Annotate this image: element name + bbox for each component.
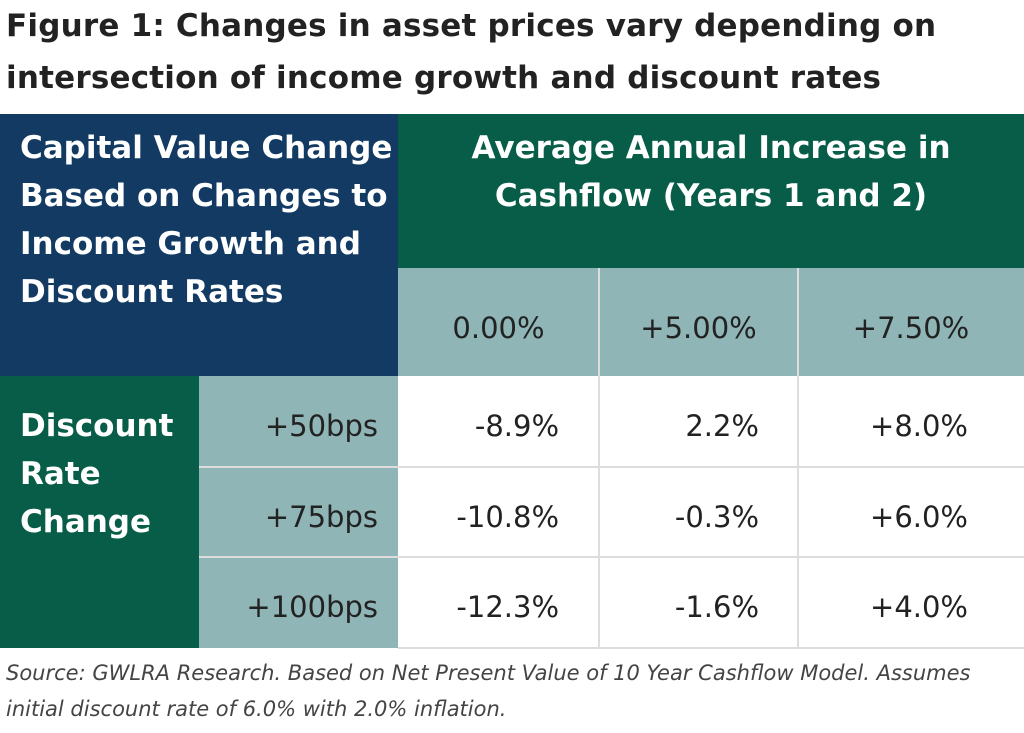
- table-bottom-border: [398, 647, 1024, 649]
- figure-title: Figure 1: Changes in asset prices vary d…: [6, 8, 937, 96]
- source-note: Source: GWLRA Research. Based on Net Pre…: [6, 661, 971, 721]
- column-divider: [797, 268, 799, 648]
- table-cell: -12.3%: [398, 557, 599, 648]
- column-header-0: 0.00%: [398, 268, 599, 376]
- table-cell: -8.9%: [398, 376, 599, 466]
- row-header-1: +75bps: [199, 466, 398, 557]
- corner-header: Capital Value Change Based on Changes to…: [0, 114, 398, 376]
- table-cell: +6.0%: [798, 466, 1024, 557]
- column-divider: [598, 268, 600, 648]
- row-divider: [199, 466, 1024, 468]
- row-header-0: +50bps: [199, 376, 398, 466]
- row-divider: [199, 556, 1024, 558]
- table-cell: -10.8%: [398, 466, 599, 557]
- column-header-2: +7.50%: [798, 268, 1024, 376]
- column-header-1: +5.00%: [599, 268, 798, 376]
- table-cell: 2.2%: [599, 376, 798, 466]
- row-header-2: +100bps: [199, 557, 398, 648]
- table-cell: -0.3%: [599, 466, 798, 557]
- table-cell: +8.0%: [798, 376, 1024, 466]
- table-cell: +4.0%: [798, 557, 1024, 648]
- row-group-header: Discount Rate Change: [0, 376, 199, 648]
- column-group-header: Average Annual Increase in Cashflow (Yea…: [398, 114, 1024, 268]
- table-cell: -1.6%: [599, 557, 798, 648]
